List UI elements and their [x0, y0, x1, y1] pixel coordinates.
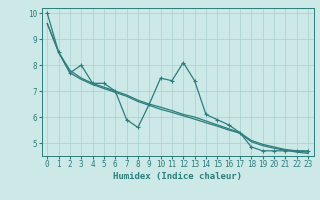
- X-axis label: Humidex (Indice chaleur): Humidex (Indice chaleur): [113, 172, 242, 181]
